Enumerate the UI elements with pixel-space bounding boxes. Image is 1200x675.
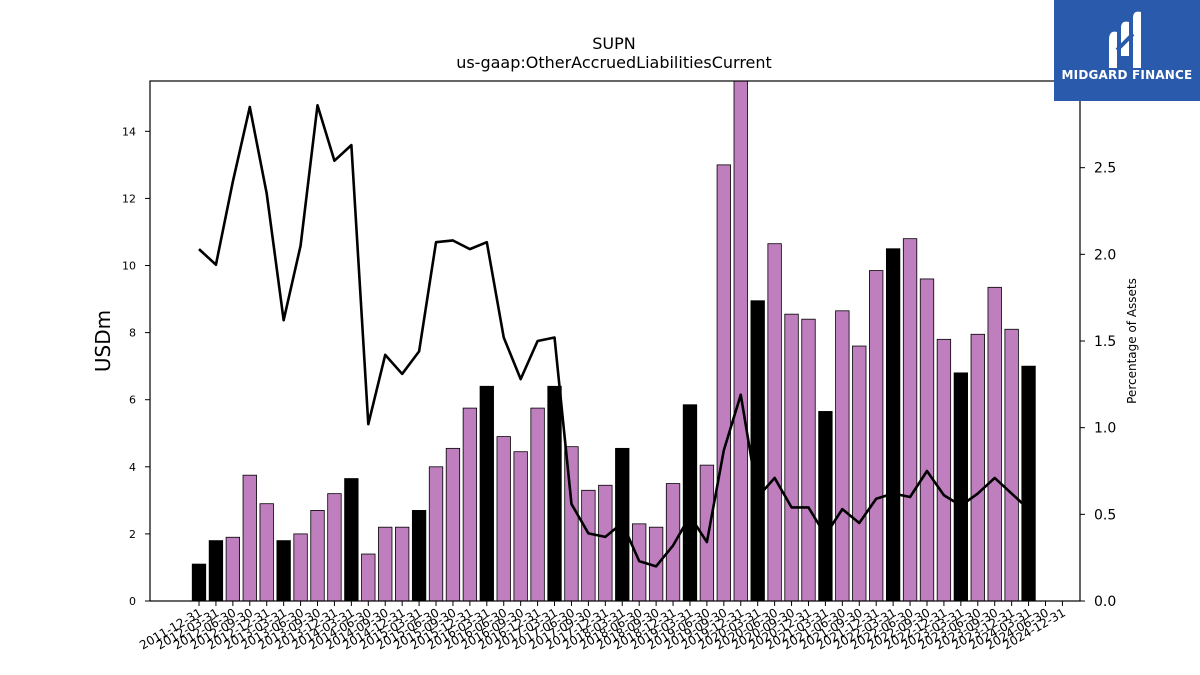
bar [225, 536, 241, 602]
bar [1004, 328, 1019, 602]
midgard-finance-logo-icon [1109, 11, 1141, 69]
bar [784, 313, 799, 602]
y-axis-right: 0.0 0.5 1.0 1.5 2.0 2.5 [1080, 161, 1116, 610]
bar-series [191, 80, 1036, 602]
y-tick-label: 0 [129, 595, 136, 608]
bar [276, 540, 291, 602]
bar [902, 238, 918, 602]
line-series [198, 103, 1030, 568]
y-right-tick-label: 0.0 [1094, 594, 1116, 610]
y-right-tick-label: 2.0 [1094, 247, 1116, 263]
bar [885, 248, 901, 602]
bar [496, 436, 511, 602]
bar [191, 563, 207, 602]
bar [513, 451, 528, 602]
bar [259, 503, 274, 602]
bar [919, 278, 935, 602]
bar [208, 540, 224, 602]
bar [1021, 365, 1036, 602]
chart-subtitle: us-gaap:OtherAccruedLiabilitiesCurrent [456, 53, 772, 72]
bar [801, 318, 816, 602]
chart-title: SUPN [592, 34, 635, 53]
y-tick-label: 4 [129, 461, 136, 474]
y-tick-label: 10 [122, 260, 136, 273]
bar [852, 345, 867, 602]
bar [818, 411, 833, 602]
bar [547, 385, 562, 602]
y-tick-label: 12 [122, 192, 136, 205]
y-tick-label: 2 [129, 528, 136, 541]
bar [378, 526, 393, 602]
bar [750, 300, 765, 602]
bar [445, 447, 461, 602]
y-axis-left: 0 2 4 6 8 10 12 14 [122, 125, 150, 608]
bar [361, 553, 376, 602]
bar [598, 484, 613, 602]
bar [682, 404, 698, 602]
bar [327, 493, 342, 602]
bar [428, 466, 444, 602]
bar [293, 533, 308, 602]
y-tick-label: 8 [129, 327, 136, 340]
bar [242, 474, 257, 602]
bar [953, 372, 968, 602]
bar [344, 478, 359, 602]
x-axis: 2011-12-312012-03-312012-06-302012-09-30… [137, 601, 1068, 652]
bar [530, 407, 545, 602]
y-axis-label-right: Percentage of Assets [1125, 278, 1139, 404]
bar [395, 526, 410, 602]
bar [767, 243, 782, 602]
bar [411, 510, 427, 602]
line-path [198, 103, 1030, 568]
brand-name: MIDGARD FINANCE [1061, 68, 1193, 82]
bar [835, 310, 850, 602]
bar [581, 489, 596, 602]
bar [987, 286, 1002, 602]
bar [869, 270, 884, 602]
y-axis-label-left: USDm [91, 310, 115, 372]
bar [970, 333, 985, 602]
bar [716, 164, 731, 602]
bar [479, 385, 494, 602]
bar [462, 407, 478, 602]
y-tick-label: 6 [129, 394, 136, 407]
bar [733, 80, 748, 602]
brand-logo: MIDGARD FINANCE [1054, 0, 1200, 101]
bar [665, 483, 681, 602]
y-right-tick-label: 1.5 [1094, 334, 1116, 350]
y-right-tick-label: 2.5 [1094, 161, 1116, 177]
y-right-tick-label: 0.5 [1094, 507, 1116, 523]
y-tick-label: 14 [122, 125, 136, 138]
bar [936, 338, 952, 602]
y-right-tick-label: 1.0 [1094, 421, 1116, 437]
bar [310, 510, 325, 602]
